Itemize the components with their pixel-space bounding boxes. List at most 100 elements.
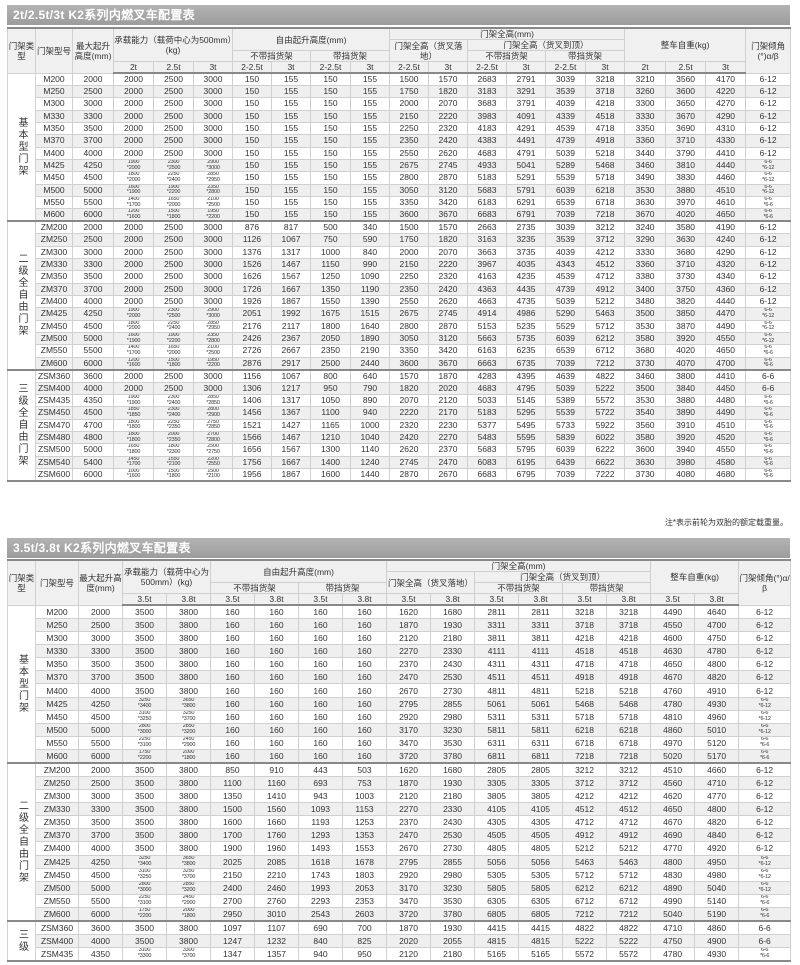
value-cell: 1553 <box>342 841 388 856</box>
value-cell: 500 <box>310 220 351 235</box>
value-cell: 3830 <box>665 171 707 185</box>
value-cell: 3311 <box>474 617 520 633</box>
value-cell: 4683 <box>467 146 508 160</box>
value-cell: 1900 *2200 <box>153 183 194 197</box>
value-cell: 1820 <box>389 381 430 395</box>
value-cell: 6195 <box>506 455 547 469</box>
value-cell: 3718 <box>606 617 652 633</box>
value-cell: 3800 <box>165 617 212 633</box>
value-cell: 4610 <box>705 195 747 210</box>
col-mast-height: 门架全高(mm) <box>389 27 626 40</box>
value-cell: 6-6 *6-6 <box>745 356 792 371</box>
value-cell: 4791 <box>506 146 547 160</box>
value-cell: 4930 <box>694 946 740 962</box>
value-cell: 1500 <box>210 802 256 817</box>
value-cell: 4663 <box>467 294 508 309</box>
value-cell: 160 <box>342 696 388 711</box>
value-cell: 160 <box>254 696 300 711</box>
value-cell: 1900 *2000 <box>113 158 154 173</box>
table-row: M300 3000 3500 3800 160 160 160 160 2120 2180 3811… <box>8 631 792 646</box>
value-cell: 155 <box>349 97 391 111</box>
value-cell: 4795 <box>506 381 547 395</box>
value-cell: 4383 <box>467 134 508 148</box>
value-cell: 3730 <box>624 356 667 371</box>
value-cell: 6-12 <box>745 146 792 160</box>
value-cell: 4810 <box>650 709 696 724</box>
col-free-with-guard: 带挡货架 <box>298 582 388 594</box>
value-cell: 160 <box>254 631 300 646</box>
table-row: ZM330 3300 2000 2500 3000 1526 1467 1150 990 2150… <box>8 257 792 272</box>
value-cell: 160 <box>342 709 388 724</box>
value-cell: 7222 <box>585 467 626 482</box>
value-cell: 6-6 *6-12 <box>738 854 792 869</box>
value-cell: 4712 <box>562 815 608 830</box>
value-cell: 3460 <box>624 368 667 383</box>
table-row: M400 4000 2000 2500 3000 150 155 150 155 2550 2620… <box>8 146 792 160</box>
model-cell: ZM300 <box>35 789 79 804</box>
value-cell: 160 <box>210 748 256 764</box>
value-cell: 6718 <box>606 735 652 750</box>
value-cell: 6-12 <box>738 644 792 659</box>
col-fork-top: 门架全高（货叉到顶） <box>474 571 652 583</box>
value-cell: 2000 <box>72 220 114 235</box>
value-cell: 5795 <box>506 443 547 457</box>
value-cell: 2850 *2850 <box>193 393 233 408</box>
value-cell: 3000 <box>193 282 233 296</box>
value-cell: 160 <box>342 735 388 750</box>
value-cell: 817 <box>271 220 311 235</box>
value-cell: 1900 *1900 <box>113 393 154 408</box>
value-cell: 4363 <box>467 282 508 296</box>
value-cell: 2420 <box>389 430 430 445</box>
value-cell: 6622 <box>585 455 626 469</box>
value-cell: 160 <box>342 748 388 764</box>
table-row: ZM350 3500 2000 2500 3000 1626 1567 1250 1090 225… <box>8 270 792 284</box>
value-cell: 2000 <box>113 72 154 86</box>
value-cell: 3350 <box>389 195 430 210</box>
value-cell: 5572 <box>562 946 608 962</box>
value-cell: 4620 <box>650 789 696 804</box>
value-cell: 5170 <box>694 748 740 764</box>
value-cell: 2176 <box>232 319 272 333</box>
value-cell: 5000 <box>72 331 114 346</box>
value-cell: 160 <box>298 709 344 724</box>
col-mast-type: 门架类型 <box>7 27 36 74</box>
value-cell: 2850 *2950 <box>193 171 233 185</box>
value-cell: 3970 <box>665 195 707 210</box>
value-cell: 3460 <box>624 158 667 173</box>
value-cell: 5468 <box>585 158 626 173</box>
value-cell: 1367 <box>271 406 311 420</box>
value-cell: 3600 <box>624 443 667 457</box>
value-cell: 3350 <box>389 344 430 358</box>
value-cell: 1870 <box>386 775 432 791</box>
value-cell: 160 <box>254 644 300 659</box>
value-cell: 6212 <box>606 880 652 895</box>
value-cell: 160 <box>342 644 388 659</box>
value-cell: 6-12 <box>745 245 792 259</box>
col-capacity-weight: 2.5t <box>665 61 707 74</box>
value-cell: 2460 <box>254 880 300 895</box>
value-cell: 1726 <box>232 282 272 296</box>
value-cell: 3311 <box>518 617 564 633</box>
value-cell: 4520 <box>705 430 747 445</box>
value-cell: 1890 <box>349 331 391 346</box>
value-cell: 2870 <box>389 467 430 482</box>
value-cell: 155 <box>271 84 311 99</box>
value-cell: 3690 <box>665 121 707 136</box>
value-cell: 2670 <box>386 841 432 856</box>
value-cell: 150 <box>310 109 351 123</box>
value-cell: 1992 <box>271 307 311 321</box>
value-cell: 2000 <box>113 146 154 160</box>
value-cell: 2270 <box>386 644 432 659</box>
table-row: ZSM500 5000 1650 *1800 1800 *2300 2500 *2750… <box>8 443 792 457</box>
value-cell: 4218 <box>562 631 608 646</box>
value-cell: 2170 <box>428 406 469 420</box>
value-cell: 3810 <box>665 158 707 173</box>
value-cell: 6-12 <box>738 617 792 633</box>
value-cell: 1650 *2000 <box>153 195 194 210</box>
model-cell: M370 <box>35 134 73 148</box>
model-cell: M300 <box>35 97 73 111</box>
value-cell: 1600 *1900 <box>113 331 154 346</box>
value-cell: 3039 <box>545 220 587 235</box>
value-cell: 6439 <box>545 455 587 469</box>
value-cell: 4490 <box>705 406 747 420</box>
